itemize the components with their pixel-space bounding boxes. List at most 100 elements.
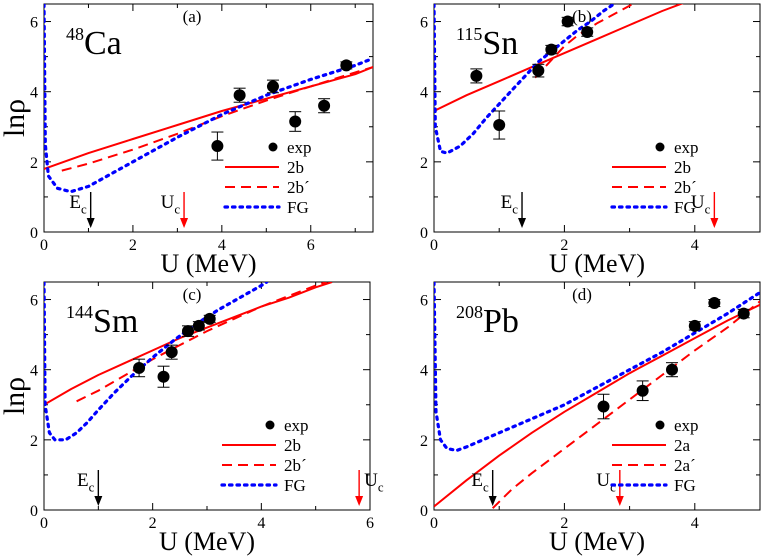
nucleus-label: 208Pb [456, 302, 519, 340]
x-tick-label: 2 [560, 237, 568, 254]
x-tick-label: 6 [307, 237, 315, 254]
series-dotted-line [44, 282, 269, 442]
legend-label: exp [287, 138, 312, 157]
marker-label-Ec-base: E [77, 470, 89, 491]
nucleus-mass: 115 [456, 24, 482, 44]
x-axis-label: U (MeV) [549, 249, 645, 278]
exp-point [665, 363, 678, 376]
y-tick-label: 6 [30, 293, 38, 310]
legend-label: FG [674, 198, 696, 217]
exp-point [192, 319, 205, 332]
marker-arrow-head [488, 496, 497, 506]
exp-point [737, 307, 750, 320]
exp-point [561, 15, 574, 28]
marker-label-Ec-sub: c [512, 201, 518, 216]
exp-point [165, 346, 178, 359]
marker-label-Ec-sub: c [81, 201, 87, 216]
marker-label-Ec-base: E [471, 470, 483, 491]
marker-label-Uc: Uc [691, 192, 711, 216]
legend-label: exp [674, 138, 699, 157]
exp-point [545, 43, 558, 56]
x-tick-label: 0 [40, 237, 48, 254]
marker-label-Ec: Ec [69, 192, 87, 216]
x-tick-label: 6 [366, 515, 374, 532]
legend-label: 2b´ [287, 178, 310, 197]
nucleus-mass: 144 [66, 302, 93, 322]
nucleus-symbol: Sn [482, 25, 518, 62]
y-tick-label: 0 [420, 503, 428, 520]
panel-letter: (b) [572, 7, 592, 26]
marker-label-Uc-sub: c [610, 479, 616, 494]
series-dashed-line [491, 300, 760, 509]
marker-arrow-head [710, 218, 719, 228]
exp-point [688, 319, 701, 332]
legend-exp-symbol [655, 142, 665, 152]
nucleus-label: 144Sm [66, 302, 138, 340]
marker-label-Ec: Ec [471, 470, 489, 494]
x-tick-label: 4 [257, 515, 265, 532]
nucleus-symbol: Sm [93, 303, 138, 340]
legend-label: FG [287, 198, 309, 217]
exp-point [211, 140, 224, 153]
x-tick-label: 4 [691, 237, 699, 254]
exp-point [708, 297, 721, 310]
exp-point [470, 69, 483, 82]
nucleus-mass: 208 [456, 302, 483, 322]
y-tick-label: 2 [30, 155, 38, 172]
marker-arrow-head [518, 218, 527, 228]
nucleus-label: 115Sn [456, 24, 518, 62]
y-tick-label: 4 [30, 363, 38, 380]
marker-label-Uc-base: U [596, 470, 610, 491]
y-tick-label: 0 [420, 225, 428, 242]
legend-label: 2b´ [284, 456, 307, 475]
y-tick-label: 2 [420, 155, 428, 172]
marker-label-Uc-sub: c [705, 201, 711, 216]
exp-point [318, 99, 331, 112]
legend-label: FG [284, 476, 306, 495]
legend-label: 2b´ [674, 178, 697, 197]
marker-label-Ec: Ec [501, 192, 519, 216]
marker-label-Uc: Uc [161, 192, 181, 216]
marker-label-Uc-base: U [691, 192, 705, 213]
legend-label: 2a´ [674, 456, 696, 475]
series-dashed-line [534, 4, 635, 79]
series-solid-line [434, 4, 684, 112]
y-tick-label: 6 [420, 15, 428, 32]
exp-point [581, 26, 594, 39]
nucleus-label: 48Ca [66, 24, 122, 62]
exp-point [493, 119, 506, 132]
y-tick-label: 4 [420, 363, 428, 380]
marker-arrow-head [94, 496, 103, 506]
series-solid-line [44, 66, 373, 170]
x-axis-label: U (MeV) [159, 527, 255, 556]
x-tick-label: 4 [218, 237, 226, 254]
marker-label-Ec-sub: c [483, 479, 489, 494]
marker-arrow-head [355, 496, 364, 506]
exp-point [532, 64, 545, 77]
marker-arrow-head [615, 496, 624, 506]
series-solid-line [434, 303, 760, 508]
panel-letter: (a) [183, 7, 202, 26]
exp-point [289, 115, 302, 128]
x-tick-label: 4 [691, 515, 699, 532]
exp-point [203, 312, 216, 325]
nucleus-symbol: Ca [84, 25, 122, 62]
exp-point [340, 59, 353, 72]
x-tick-label: 2 [560, 515, 568, 532]
marker-label-Ec-base: E [69, 192, 81, 213]
x-tick-label: 2 [129, 237, 137, 254]
marker-label-Ec-sub: c [89, 479, 95, 494]
marker-label-Uc-base: U [364, 470, 378, 491]
panel-letter: (d) [572, 285, 592, 304]
nucleus-mass: 48 [66, 24, 84, 44]
plot-frame [433, 281, 761, 511]
marker-arrow-head [180, 218, 189, 228]
legend-label: FG [674, 476, 696, 495]
legend-label: 2a [674, 436, 691, 455]
y-tick-label: 2 [30, 433, 38, 450]
